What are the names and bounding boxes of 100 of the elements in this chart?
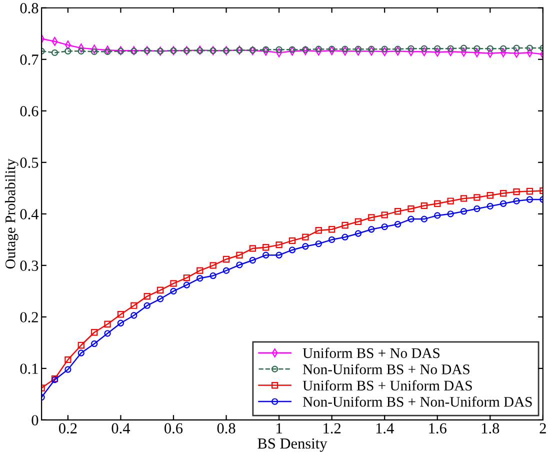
point — [526, 188, 534, 195]
point — [196, 267, 204, 274]
point — [236, 252, 243, 258]
y-tick-label: 0.6 — [20, 106, 38, 116]
legend-label: Uniform BS + No DAS — [302, 348, 440, 358]
legend-label: Non-Uniform BS + Non-Uniform DAS — [302, 396, 532, 407]
point — [408, 205, 414, 212]
point — [381, 46, 388, 52]
point — [90, 340, 98, 348]
point — [288, 246, 296, 254]
point — [249, 245, 256, 252]
point — [447, 210, 454, 218]
point — [262, 252, 270, 258]
point — [315, 46, 322, 52]
point — [381, 212, 388, 218]
x-tick-label: 1.2 — [324, 423, 341, 434]
point — [368, 226, 375, 233]
x-tick-label: 1.4 — [376, 423, 394, 434]
point — [144, 302, 150, 309]
point — [434, 45, 441, 52]
point — [156, 286, 164, 294]
point — [130, 312, 138, 319]
point — [117, 320, 124, 326]
point — [104, 48, 111, 55]
point — [276, 252, 282, 258]
point — [354, 230, 362, 237]
point — [368, 46, 375, 52]
point — [210, 262, 216, 269]
point — [354, 218, 362, 225]
point — [486, 45, 494, 52]
point — [500, 200, 507, 207]
point — [513, 188, 520, 196]
point — [302, 234, 309, 240]
legend-label: Non-Uniform BS + No DAS — [302, 364, 470, 374]
point — [222, 267, 230, 274]
point — [104, 320, 111, 328]
point — [420, 202, 428, 209]
point — [486, 192, 494, 199]
x-tick-label: 1.8 — [482, 423, 500, 434]
point — [78, 342, 84, 349]
legend-label: Uniform BS + Uniform DAS — [302, 380, 472, 391]
point — [249, 46, 256, 54]
point — [64, 366, 72, 373]
point — [302, 46, 309, 53]
point — [276, 241, 282, 248]
point — [51, 49, 58, 56]
point — [513, 44, 520, 52]
point — [420, 216, 428, 222]
point — [447, 198, 454, 204]
point — [144, 292, 150, 300]
x-axis-title: BS Density — [258, 438, 328, 452]
point — [460, 208, 468, 215]
point — [183, 274, 190, 282]
point — [408, 45, 414, 52]
point — [447, 45, 454, 52]
point — [288, 237, 296, 244]
point — [381, 223, 388, 230]
x-tick-label: 0.8 — [217, 423, 236, 434]
point — [394, 220, 402, 228]
point — [236, 262, 243, 268]
point — [78, 48, 84, 54]
point — [500, 45, 507, 52]
point — [90, 48, 98, 55]
point — [183, 282, 190, 288]
y-tick-label: 0 — [32, 415, 38, 426]
point — [342, 222, 348, 229]
point — [288, 46, 296, 53]
point — [117, 311, 124, 318]
point — [156, 296, 164, 302]
y-tick-label: 0.5 — [20, 158, 38, 168]
point — [64, 356, 72, 364]
point — [78, 350, 84, 356]
y-axis-title: Outage Probability — [5, 158, 18, 269]
point — [196, 274, 204, 282]
y-tick-label: 0.4 — [20, 209, 39, 220]
x-tick-label: 1 — [276, 423, 282, 434]
point — [328, 236, 336, 243]
point — [460, 195, 468, 202]
point — [104, 330, 111, 337]
y-tick-label: 0.7 — [20, 54, 38, 65]
point — [474, 194, 480, 201]
y-tick-label: 0.3 — [20, 260, 38, 271]
point — [434, 200, 441, 207]
x-tick-label: 1.6 — [429, 423, 446, 434]
point — [276, 46, 282, 53]
point — [342, 46, 348, 52]
point — [222, 256, 230, 263]
point — [526, 196, 534, 203]
point — [408, 216, 414, 222]
point — [513, 198, 520, 204]
x-tick-label: 0.6 — [164, 423, 183, 434]
point — [474, 45, 480, 52]
point — [420, 45, 428, 52]
point — [500, 190, 507, 197]
point — [249, 256, 256, 264]
point — [394, 46, 402, 52]
point — [315, 227, 322, 234]
y-tick-label: 0.2 — [20, 312, 38, 322]
point — [64, 48, 72, 54]
point — [434, 212, 441, 219]
